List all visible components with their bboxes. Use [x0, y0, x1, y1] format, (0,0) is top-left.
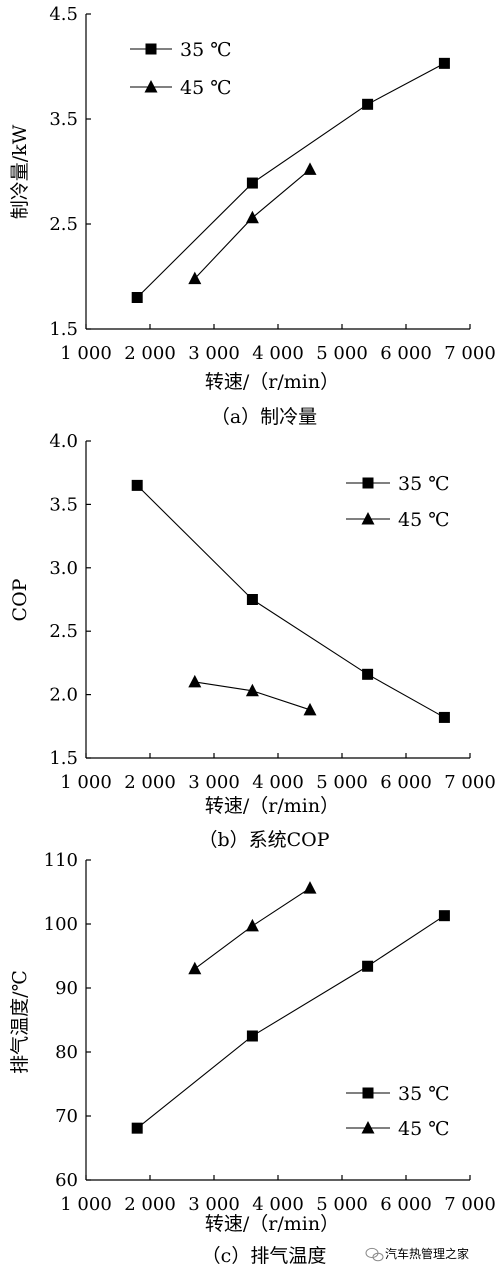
- y-tick-label: 3.0: [49, 558, 78, 579]
- legend-label: 45 ℃: [180, 77, 231, 99]
- x-tick-label: 7 000: [444, 772, 496, 793]
- legend-marker-triangle: [361, 1121, 375, 1134]
- data-point-square: [131, 1122, 143, 1134]
- x-tick-label: 1 000: [60, 772, 112, 793]
- watermark-text: 汽车热管理之家: [385, 1246, 469, 1261]
- data-point-square: [362, 668, 374, 680]
- data-point-square: [131, 479, 143, 491]
- x-tick-label: 3 000: [188, 1194, 240, 1215]
- y-tick-label: 2.5: [49, 621, 78, 642]
- data-point-triangle: [245, 918, 259, 932]
- legend-label: 35 ℃: [398, 1083, 449, 1105]
- legend-marker-square: [362, 1087, 374, 1099]
- data-point-square: [246, 594, 258, 605]
- data-point-triangle: [188, 961, 202, 975]
- data-point-square: [362, 98, 374, 110]
- legend-marker-triangle: [361, 512, 375, 525]
- y-tick-label: 4.0: [49, 431, 78, 452]
- wechat-icon: [365, 1247, 384, 1262]
- x-tick-label: 2 000: [124, 772, 176, 793]
- legend-label: 35 ℃: [180, 39, 231, 61]
- legend-label: 45 ℃: [398, 1118, 449, 1140]
- chart-caption: （c）排气温度: [202, 1245, 327, 1267]
- x-tick-label: 1 000: [60, 1194, 112, 1215]
- data-point-triangle: [303, 702, 317, 716]
- x-tick-label: 6 000: [380, 343, 432, 364]
- x-tick-label: 7 000: [444, 343, 496, 364]
- y-axis-title: 制冷量/kW: [9, 124, 31, 219]
- y-axis-title: 排气温度/℃: [9, 970, 31, 1074]
- legend-label: 35 ℃: [398, 473, 449, 495]
- x-tick-label: 5 000: [316, 772, 368, 793]
- x-tick-label: 6 000: [380, 1194, 432, 1215]
- chart-cooling-capacity: 1 000 2 000 3 000 4 000 5 000 6 000 7 000 1.5 2.…: [9, 4, 496, 428]
- data-point-triangle: [245, 210, 259, 224]
- x-axis-title: 转速/（r/min）: [205, 371, 339, 393]
- x-tick-label: 4 000: [252, 1194, 304, 1215]
- y-tick-label: 110: [44, 850, 78, 871]
- x-tick-label: 5 000: [316, 1194, 368, 1215]
- x-axis-title: 转速/（r/min）: [205, 795, 339, 817]
- x-tick-label: 7 000: [444, 1194, 496, 1215]
- x-tick-label: 3 000: [188, 772, 240, 793]
- data-point-square: [362, 960, 374, 972]
- y-axis-title: COP: [9, 578, 31, 621]
- x-tick-label: 1 000: [60, 343, 112, 364]
- chart-caption: （a）制冷量: [211, 406, 317, 428]
- x-tick-label: 2 000: [124, 1194, 176, 1215]
- chart-system-cop: 1 000 2 000 3 000 4 000 5 000 6 000 7 000 1.5 2.…: [9, 431, 496, 851]
- y-tick-label: 60: [55, 1170, 78, 1191]
- legend-label: 45 ℃: [398, 509, 449, 531]
- data-point-triangle: [303, 162, 317, 175]
- data-point-square: [438, 910, 450, 922]
- series-line: [136, 484, 445, 718]
- y-tick-label: 2.0: [49, 685, 78, 706]
- legend-marker-triangle: [144, 80, 158, 93]
- x-tick-label: 6 000: [380, 772, 432, 793]
- data-point-triangle: [303, 881, 317, 894]
- legend-marker-square: [362, 477, 374, 489]
- y-tick-label: 90: [55, 978, 78, 999]
- data-point-square: [246, 1030, 258, 1042]
- y-tick-label: 3.5: [49, 109, 78, 130]
- x-axis-title: 转速/（r/min）: [205, 1213, 339, 1235]
- series-line: [136, 62, 445, 298]
- y-tick-label: 2.5: [49, 214, 78, 235]
- data-point-square: [438, 57, 450, 69]
- data-point-square: [246, 177, 258, 189]
- series-line: [136, 915, 445, 1129]
- watermark: 汽车热管理之家: [365, 1246, 469, 1262]
- chart-caption: （b）系统COP: [198, 829, 329, 851]
- y-tick-label: 1.5: [49, 748, 78, 769]
- x-tick-label: 4 000: [252, 772, 304, 793]
- x-tick-label: 5 000: [316, 343, 368, 364]
- y-tick-label: 100: [44, 914, 78, 935]
- x-tick-label: 3 000: [188, 343, 240, 364]
- x-tick-label: 2 000: [124, 343, 176, 364]
- y-tick-label: 80: [55, 1042, 78, 1063]
- x-tick-label: 4 000: [252, 343, 304, 364]
- data-point-triangle: [188, 674, 202, 688]
- chart-discharge-temperature: 1 000 2 000 3 000 4 000 5 000 6 000 7 000 60 70 8…: [9, 850, 496, 1267]
- y-tick-label: 70: [55, 1106, 78, 1127]
- data-point-square: [438, 711, 450, 723]
- data-point-triangle: [245, 683, 259, 697]
- y-tick-label: 3.5: [49, 494, 78, 515]
- y-tick-label: 1.5: [49, 319, 78, 340]
- data-point-square: [131, 292, 143, 303]
- y-tick-label: 4.5: [49, 4, 78, 25]
- data-point-triangle: [188, 271, 202, 285]
- legend-marker-square: [145, 43, 157, 55]
